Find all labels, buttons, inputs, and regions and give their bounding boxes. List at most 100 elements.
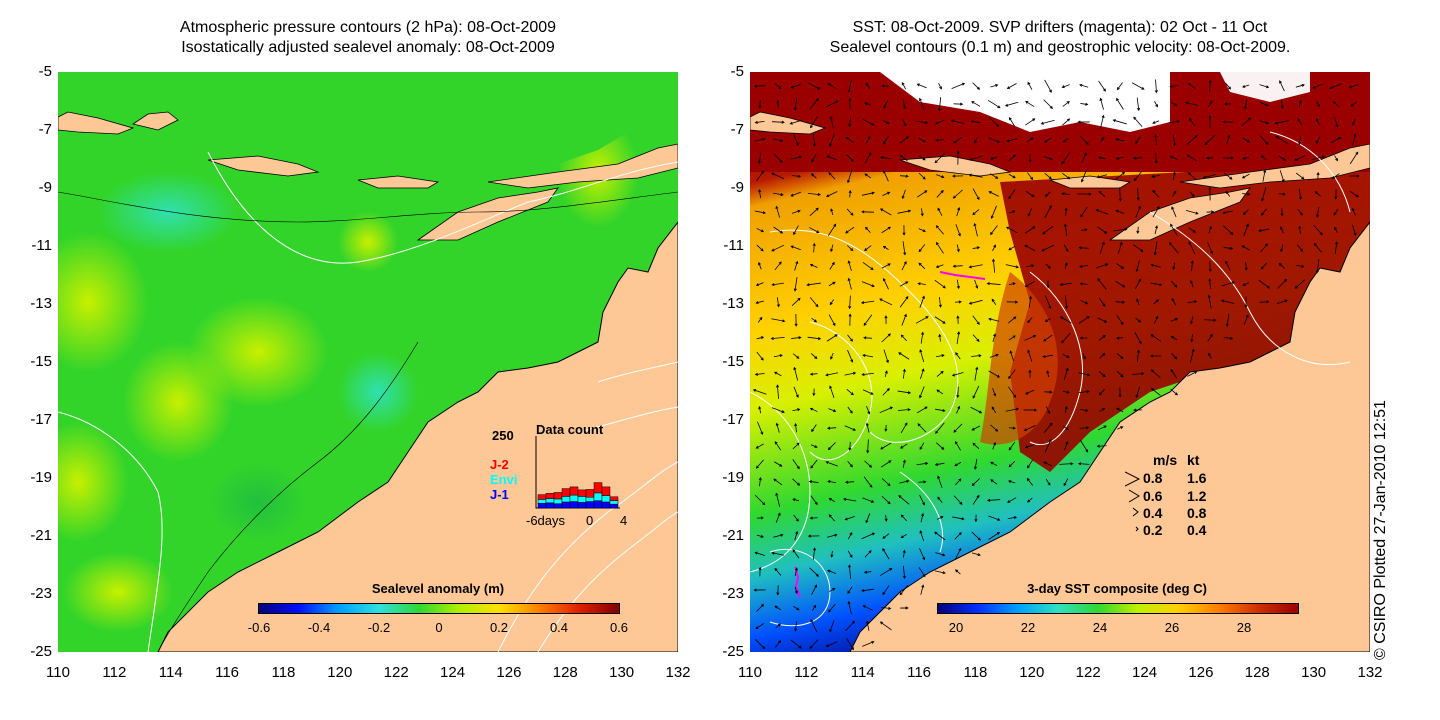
velocity-arrow bbox=[1223, 225, 1234, 235]
velocity-arrow bbox=[990, 479, 998, 485]
velocity-arrow bbox=[901, 82, 907, 90]
x-tick-label: 118 bbox=[963, 664, 988, 681]
data-count-title: Data count bbox=[536, 422, 604, 437]
velocity-arrow bbox=[882, 388, 890, 396]
data-count-bar-j2 bbox=[593, 482, 603, 494]
velocity-arrow bbox=[1044, 79, 1052, 93]
velocity-arrow bbox=[972, 82, 981, 90]
velocity-arrow bbox=[1315, 207, 1320, 218]
velocity-arrow bbox=[753, 588, 766, 592]
y-tick-label: -19 bbox=[722, 469, 744, 486]
velocity-arrow bbox=[881, 606, 892, 610]
velocity-arrow bbox=[884, 424, 888, 432]
velocity-arrow bbox=[936, 370, 944, 377]
velocity-arrow bbox=[754, 210, 766, 215]
velocity-arrow bbox=[1150, 263, 1161, 268]
velocity-arrow bbox=[901, 189, 906, 200]
velocity-arrow bbox=[938, 82, 942, 90]
velocity-arrow bbox=[864, 102, 872, 106]
velocity-arrow bbox=[1098, 335, 1106, 341]
velocity-arrow bbox=[1150, 282, 1163, 287]
velocity-arrow bbox=[846, 245, 854, 252]
velocity-arrow bbox=[934, 462, 945, 466]
velocity-arrow bbox=[973, 458, 978, 470]
left-title: Atmospheric pressure contours (2 hPa): 0… bbox=[58, 18, 678, 58]
y-tick-label: -5 bbox=[38, 63, 52, 80]
velocity-arrow bbox=[847, 564, 852, 579]
velocity-arrow bbox=[1099, 407, 1106, 412]
velocity-arrow bbox=[810, 353, 818, 360]
velocity-arrow bbox=[956, 405, 961, 414]
data-count-bar-j1 bbox=[585, 501, 595, 509]
velocity-arrow bbox=[1044, 318, 1051, 322]
velocity-arrow bbox=[844, 371, 857, 376]
velocity-arrow bbox=[1008, 426, 1016, 430]
velocity-arrow bbox=[1241, 245, 1251, 251]
velocity-arrow bbox=[936, 516, 944, 520]
velocity-arrow bbox=[1334, 155, 1338, 162]
velocity-arrow bbox=[809, 98, 819, 110]
velocity-arrow bbox=[880, 442, 892, 450]
velocity-arrow bbox=[810, 116, 818, 129]
velocity-arrow bbox=[794, 567, 798, 577]
velocity-arrow bbox=[829, 115, 834, 128]
velocity-arrow bbox=[1062, 354, 1070, 359]
velocity-arrow bbox=[865, 513, 871, 524]
velocity-arrow bbox=[862, 640, 875, 647]
velocity-arrow bbox=[882, 191, 891, 197]
velocity-arrow bbox=[1116, 407, 1124, 413]
velocity-arrow bbox=[792, 408, 801, 412]
velocity-arrow bbox=[810, 173, 817, 179]
velocity-arrow bbox=[1298, 99, 1302, 108]
velocity-arrow bbox=[809, 227, 820, 233]
velocity-arrow bbox=[1154, 134, 1158, 145]
velocity-arrow bbox=[901, 261, 907, 271]
velocity-arrow bbox=[1080, 408, 1089, 412]
velocity-arrow bbox=[879, 298, 893, 306]
velocity-arrow bbox=[1208, 260, 1212, 272]
velocity-arrow bbox=[775, 640, 782, 648]
velocity-arrow bbox=[1028, 295, 1032, 308]
velocity-arrow bbox=[1077, 120, 1090, 124]
velocity-arrow bbox=[968, 264, 983, 269]
velocity-arrow bbox=[1280, 99, 1284, 109]
velocity-arrow bbox=[1095, 209, 1108, 215]
velocity-arrow bbox=[1136, 226, 1140, 235]
velocity-arrow bbox=[1153, 241, 1158, 256]
velocity-arrow bbox=[1277, 278, 1287, 289]
velocity-arrow bbox=[1154, 225, 1158, 235]
velocity-arrow bbox=[1133, 408, 1143, 412]
data-count-bar-envi bbox=[577, 496, 587, 503]
velocity-arrow bbox=[755, 443, 764, 449]
colorbar-tick-label: 26 bbox=[1164, 620, 1180, 635]
velocity-arrow bbox=[1044, 205, 1052, 219]
velocity-arrow bbox=[1079, 135, 1089, 145]
velocity-arrow bbox=[988, 137, 1001, 143]
velocity-arrow bbox=[1064, 207, 1068, 216]
velocity-arrow bbox=[956, 386, 960, 399]
velocity-legend-row3-ms: 0.2 bbox=[1143, 522, 1163, 538]
velocity-arrow bbox=[934, 153, 946, 164]
velocity-arrow bbox=[1315, 259, 1320, 274]
velocity-arrow bbox=[862, 262, 874, 271]
velocity-arrow bbox=[918, 228, 926, 233]
velocity-arrow bbox=[861, 210, 875, 214]
velocity-arrow bbox=[810, 459, 818, 469]
velocity-arrow bbox=[829, 588, 836, 592]
velocity-arrow bbox=[1136, 97, 1141, 112]
velocity-arrow bbox=[1096, 174, 1108, 179]
velocity-arrow bbox=[992, 244, 996, 252]
velocity-arrow bbox=[899, 296, 909, 308]
velocity-arrow bbox=[1079, 264, 1089, 268]
velocity-arrow bbox=[827, 533, 838, 538]
data-count-bar-j1 bbox=[537, 503, 547, 509]
velocity-arrow bbox=[774, 83, 782, 90]
velocity-arrow bbox=[1006, 138, 1018, 143]
velocity-arrow bbox=[1298, 225, 1302, 234]
velocity-arrow bbox=[753, 84, 766, 88]
velocity-arrow bbox=[863, 570, 872, 574]
velocity-arrow bbox=[1205, 156, 1214, 160]
velocity-arrow bbox=[793, 225, 799, 236]
velocity-arrow bbox=[825, 641, 838, 648]
velocity-arrow bbox=[1045, 263, 1051, 269]
